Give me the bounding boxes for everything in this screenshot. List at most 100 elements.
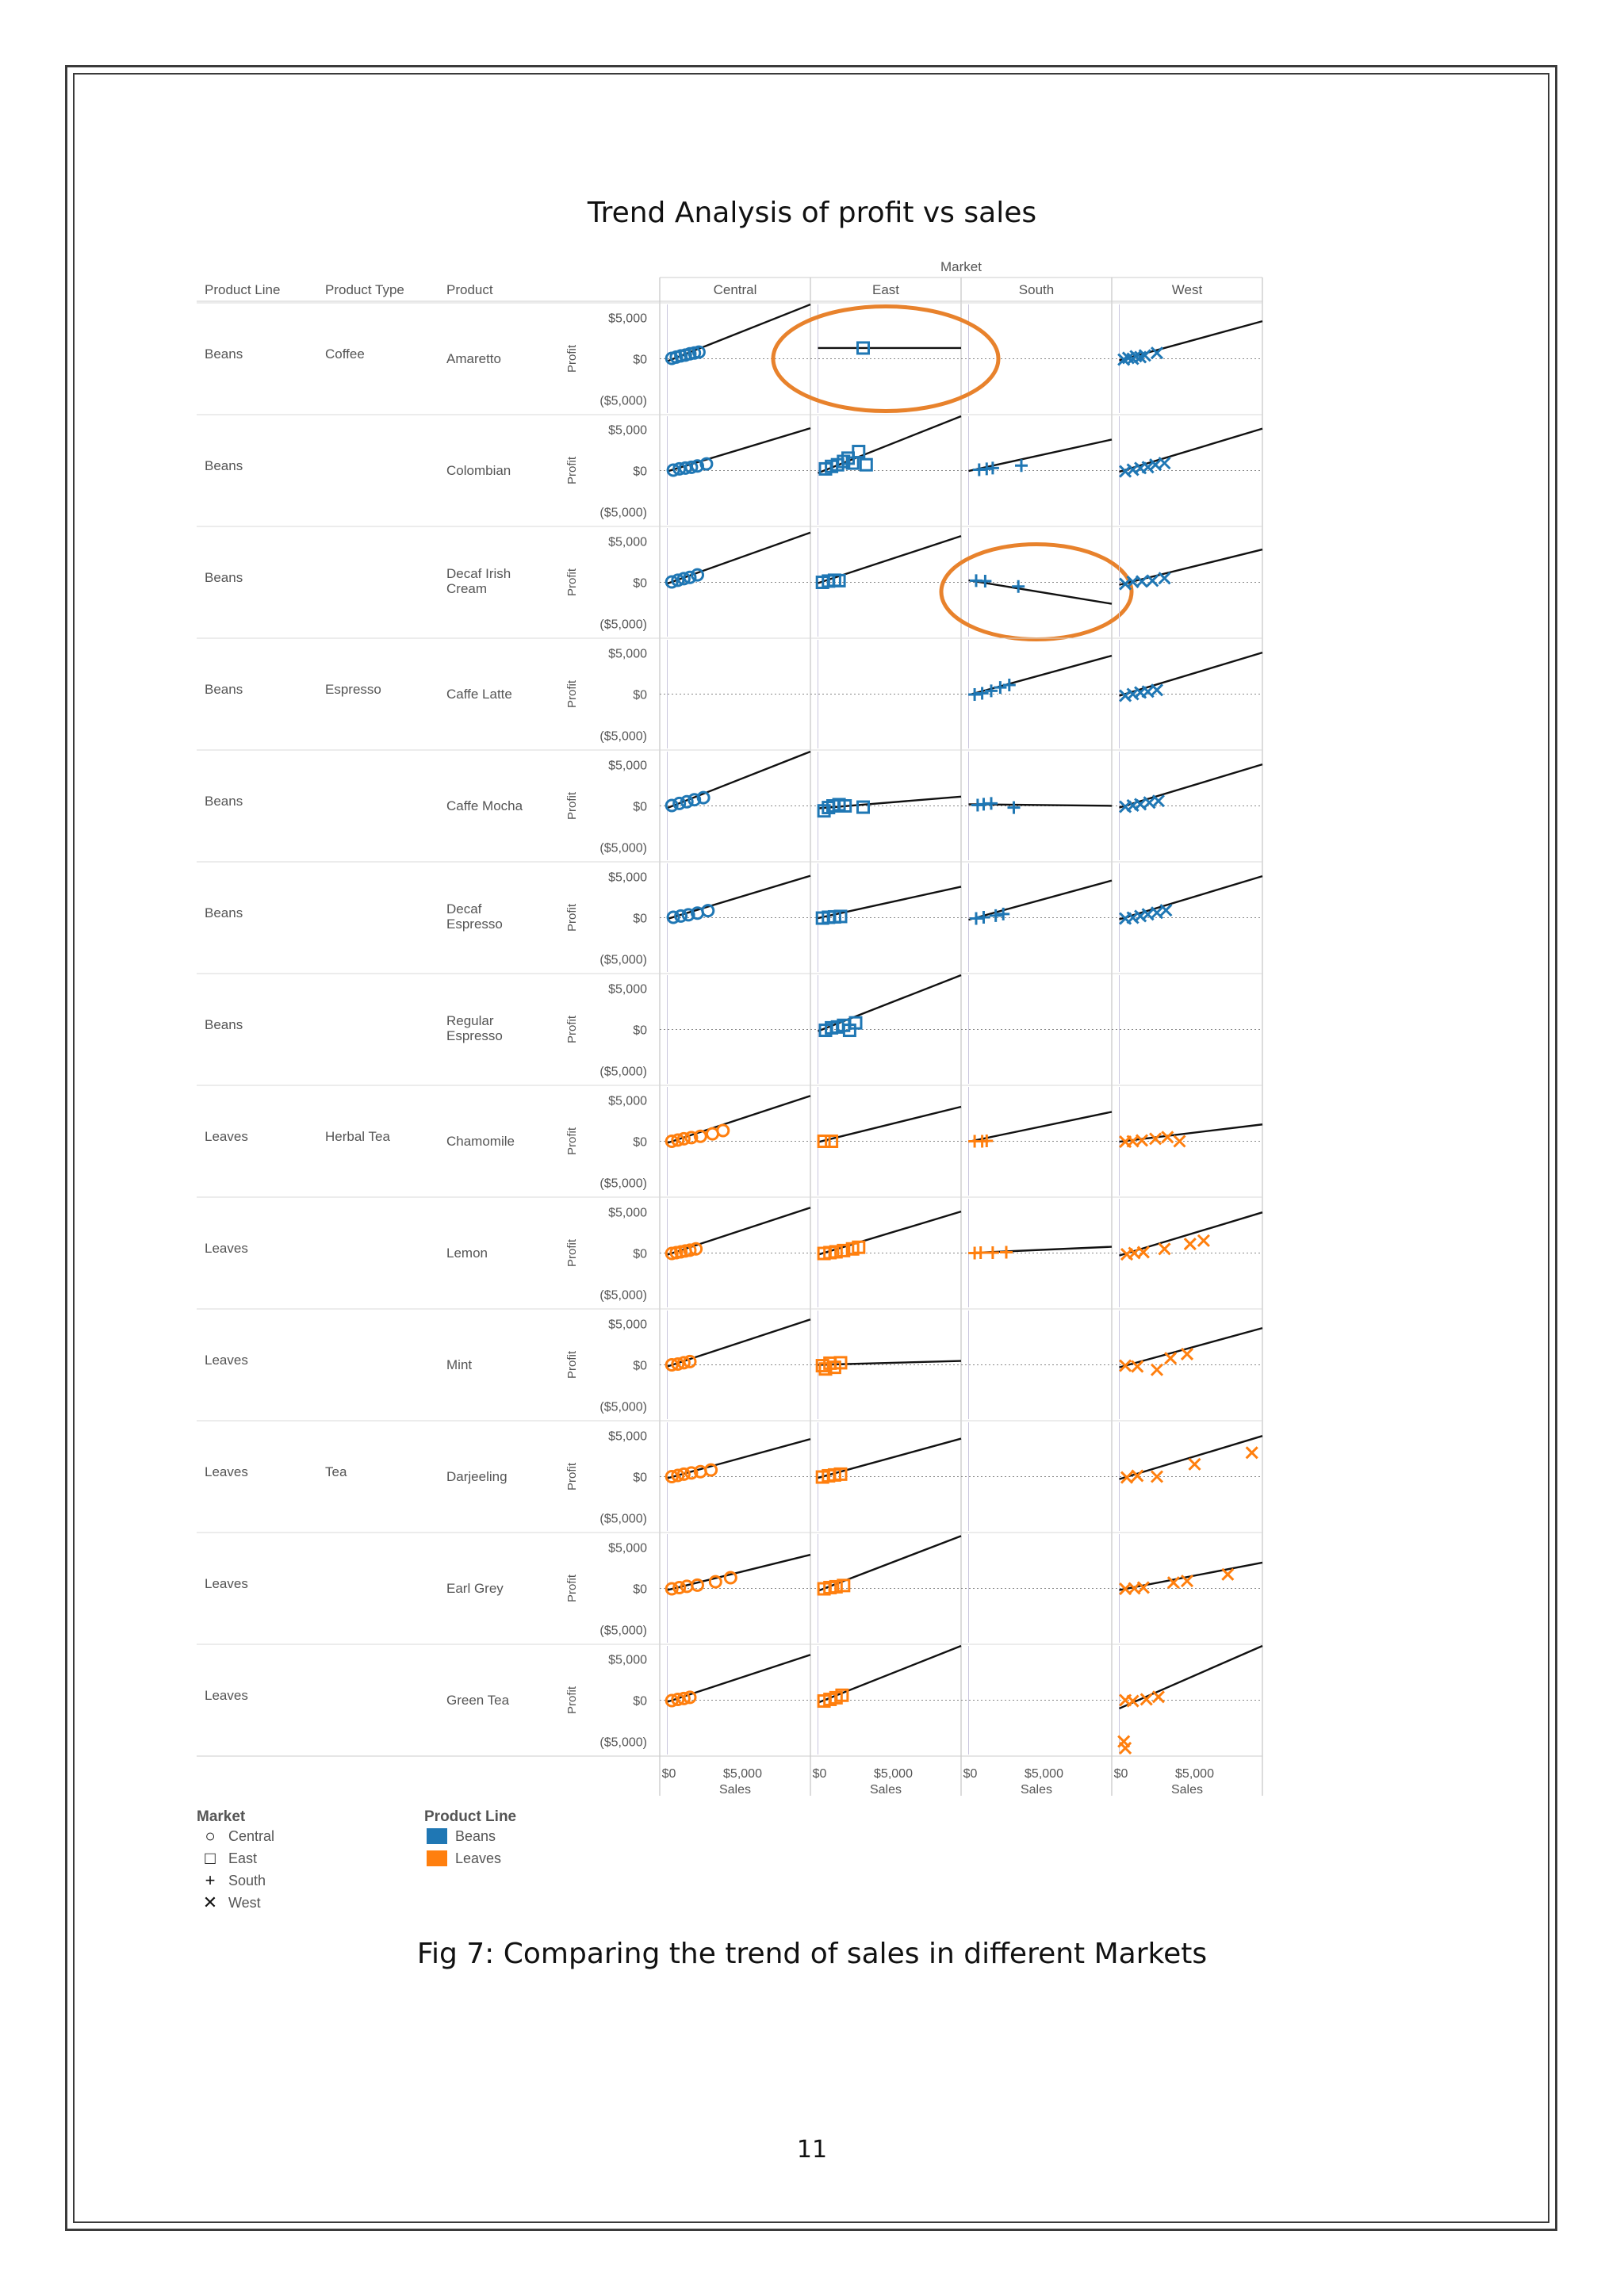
y-tick-label: ($5,000) bbox=[599, 842, 647, 855]
market-header-label: Central bbox=[714, 282, 757, 297]
data-point-central bbox=[691, 345, 706, 359]
data-point-east bbox=[817, 1135, 831, 1148]
legend-market-label: Central bbox=[228, 1827, 275, 1844]
data-point-east bbox=[833, 1356, 848, 1370]
data-point-central bbox=[676, 1356, 691, 1370]
data-point-west bbox=[1180, 1575, 1194, 1588]
y-tick-label: $0 bbox=[633, 354, 647, 367]
legend-market-east: □ East bbox=[200, 1850, 257, 1867]
y-tick-label: $0 bbox=[633, 577, 647, 591]
trend-line bbox=[818, 1535, 962, 1592]
trend-line bbox=[818, 974, 962, 1032]
legend-market-west: ✕ West bbox=[200, 1894, 261, 1911]
trend-line bbox=[1119, 652, 1263, 697]
page-border-inner bbox=[73, 73, 1549, 2223]
data-point-south bbox=[977, 910, 990, 924]
trend-line bbox=[818, 795, 962, 809]
data-point-south bbox=[985, 797, 998, 810]
y-tick-label: $0 bbox=[633, 1695, 647, 1709]
data-point-central bbox=[684, 1466, 699, 1480]
data-point-east bbox=[833, 909, 848, 924]
data-point-central bbox=[666, 910, 680, 924]
y-axis-label: Profit bbox=[565, 679, 579, 708]
y-tick-label: ($5,000) bbox=[599, 1624, 647, 1638]
trend-line bbox=[1119, 320, 1263, 362]
trend-line bbox=[968, 1111, 1113, 1143]
data-point-central bbox=[674, 909, 688, 923]
y-tick-label: $5,000 bbox=[608, 759, 647, 772]
data-point-central bbox=[693, 1129, 707, 1143]
y-tick-label: ($5,000) bbox=[599, 1177, 647, 1191]
y-tick-label: $5,000 bbox=[608, 1653, 647, 1667]
product-line-label: Leaves bbox=[205, 1688, 248, 1703]
data-point-central bbox=[665, 1135, 679, 1148]
data-point-west bbox=[1161, 1131, 1174, 1144]
data-point-central bbox=[683, 1354, 697, 1368]
product-line-label: Beans bbox=[205, 682, 243, 697]
market-header-label: West bbox=[1172, 282, 1203, 297]
data-point-central bbox=[671, 1692, 685, 1706]
data-point-central bbox=[683, 570, 697, 584]
data-point-west bbox=[1158, 457, 1171, 470]
data-point-central bbox=[683, 1690, 697, 1705]
trend-line bbox=[1119, 1435, 1263, 1480]
data-point-west bbox=[1180, 1347, 1194, 1361]
product-line-label: Beans bbox=[205, 905, 243, 920]
y-tick-label: $0 bbox=[633, 1248, 647, 1261]
data-point-west bbox=[1158, 1242, 1171, 1256]
data-point-west bbox=[1150, 1363, 1164, 1376]
data-point-central bbox=[665, 1358, 679, 1372]
data-point-west bbox=[1197, 1234, 1210, 1247]
y-tick-label: $5,000 bbox=[608, 1318, 647, 1331]
product-type-label: Coffee bbox=[325, 346, 365, 362]
trend-line bbox=[1119, 1326, 1263, 1368]
y-tick-label: $0 bbox=[633, 913, 647, 926]
trend-line bbox=[1119, 875, 1263, 920]
y-tick-label: $5,000 bbox=[608, 871, 647, 884]
data-point-west bbox=[1135, 575, 1149, 588]
data-point-west bbox=[1119, 1359, 1132, 1372]
data-point-central bbox=[691, 1578, 704, 1592]
data-point-east bbox=[832, 573, 846, 587]
column-header-market: Market bbox=[940, 259, 982, 274]
circle-icon: ○ bbox=[205, 1826, 216, 1846]
highlight-ellipse bbox=[771, 304, 1001, 413]
x-tick-label: $0 bbox=[1114, 1767, 1128, 1781]
trend-line bbox=[818, 415, 962, 474]
data-point-central bbox=[666, 463, 680, 477]
data-point-central bbox=[676, 1467, 691, 1481]
data-point-central bbox=[671, 573, 685, 587]
data-point-central bbox=[688, 793, 702, 807]
data-point-east bbox=[856, 341, 870, 355]
trend-line bbox=[818, 1211, 962, 1256]
y-axis-label: Profit bbox=[565, 1574, 579, 1602]
data-point-central bbox=[672, 796, 687, 810]
y-tick-label: $5,000 bbox=[608, 1094, 647, 1108]
data-point-west bbox=[1136, 1581, 1150, 1594]
data-point-central bbox=[671, 1357, 685, 1371]
data-point-west bbox=[1139, 1693, 1153, 1706]
data-point-west bbox=[1150, 346, 1164, 360]
product-label: Caffe Mocha bbox=[446, 798, 523, 813]
data-point-west bbox=[1150, 1470, 1164, 1483]
trend-line bbox=[667, 1095, 811, 1144]
product-line-label: Beans bbox=[205, 570, 243, 585]
product-line-label: Leaves bbox=[205, 1353, 248, 1368]
data-point-south bbox=[1012, 580, 1025, 593]
data-point-central bbox=[684, 460, 699, 474]
product-line-label: Leaves bbox=[205, 1241, 248, 1256]
legend-market-south: + South bbox=[200, 1872, 266, 1889]
y-tick-label: $0 bbox=[633, 1024, 647, 1038]
data-point-central bbox=[701, 904, 715, 918]
data-point-east bbox=[856, 800, 870, 814]
y-tick-label: $5,000 bbox=[608, 982, 647, 996]
trend-line bbox=[818, 1644, 962, 1704]
page-border-outer bbox=[65, 65, 1557, 2231]
square-icon: □ bbox=[205, 1848, 216, 1868]
data-point-east bbox=[835, 1688, 849, 1702]
y-tick-label: $0 bbox=[633, 1360, 647, 1373]
y-tick-label: $5,000 bbox=[608, 1429, 647, 1443]
x-tick-label: $5,000 bbox=[723, 1767, 762, 1781]
data-point-central bbox=[723, 1571, 737, 1585]
product-label: Green Tea bbox=[446, 1693, 510, 1708]
